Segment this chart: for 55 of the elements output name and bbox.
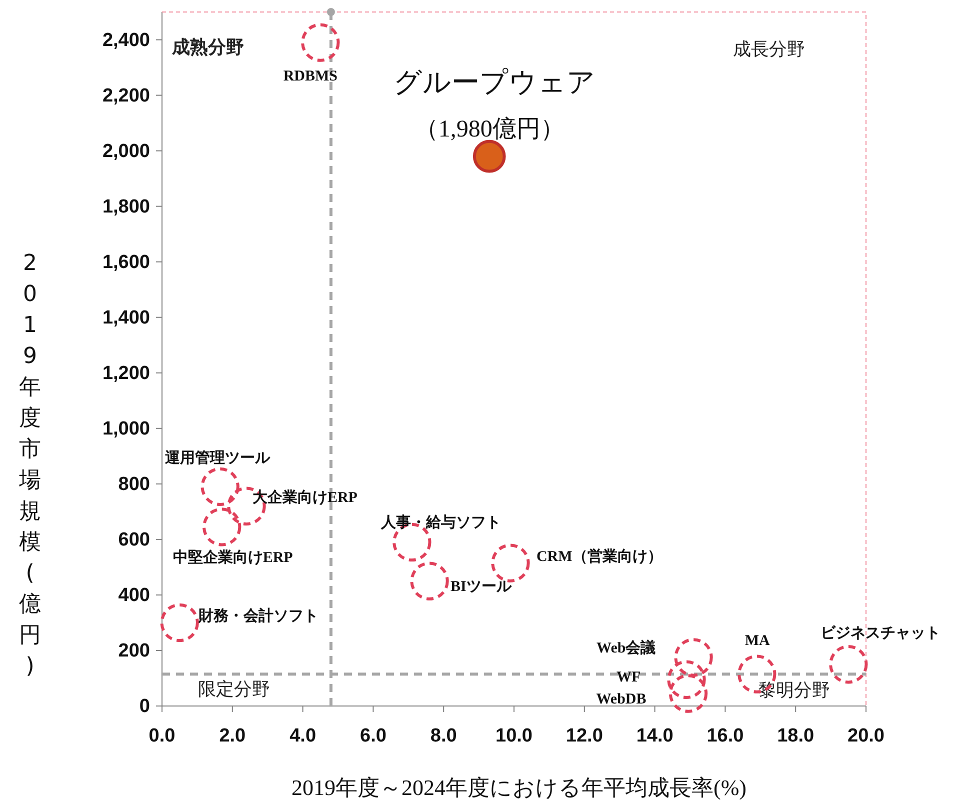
x-tick-label: 8.0 <box>430 726 457 747</box>
series-label: MA <box>744 633 770 650</box>
series-label: WF <box>616 670 641 686</box>
y-tick-label: 0 <box>139 696 150 718</box>
point <box>410 562 449 600</box>
x-tick-label: 12.0 <box>566 726 603 747</box>
y-tick-label: 1,400 <box>102 307 150 328</box>
y-tick-label: 2,000 <box>102 140 150 162</box>
series-label: 財務・会計ソフト <box>198 608 319 625</box>
series-label: BIツール <box>450 579 512 596</box>
y-tick-label: 600 <box>118 530 150 551</box>
x-tick-label: 2.0 <box>219 726 246 747</box>
y-tick-label: 1,200 <box>102 362 150 384</box>
y-tick-label: 2,200 <box>102 85 150 106</box>
y-tick-label: 2,400 <box>102 30 150 51</box>
annotation: 限定分野 <box>198 679 270 699</box>
x-tick-label: 18.0 <box>777 726 814 747</box>
series-label: 大企業向けERP <box>252 489 358 506</box>
series-label: 人事・給与ソフト <box>380 514 501 532</box>
text: グループウェア <box>393 67 596 98</box>
x-tick-label: 14.0 <box>636 726 674 747</box>
series-label: 運用管理ツール <box>164 450 272 467</box>
point <box>301 23 340 62</box>
y-tick-label: 800 <box>118 474 150 495</box>
y-tick-label: 400 <box>118 585 150 606</box>
point <box>202 508 242 546</box>
annotation: 成長分野 <box>733 39 805 59</box>
x-axis-title: 2019年度～2024年度における年平均成長率(%) <box>292 775 746 800</box>
point <box>472 140 506 173</box>
x-tick-label: 10.0 <box>496 726 532 747</box>
x-tick-label: 4.0 <box>290 726 316 747</box>
y-tick-label: 200 <box>118 640 150 662</box>
y-tick-label: 1,800 <box>102 196 150 218</box>
point <box>668 674 708 713</box>
point <box>829 645 868 684</box>
series-label: WebDB <box>596 692 646 708</box>
series-label: Web会議 <box>596 638 656 656</box>
x-tick-label: 6.0 <box>360 726 386 747</box>
y-tick-label: 1,600 <box>102 252 150 273</box>
point <box>674 638 713 677</box>
y-tick-label: 1,000 <box>102 418 150 440</box>
x-tick-label: 16.0 <box>706 726 744 747</box>
annotation: 成熟分野 <box>171 37 244 57</box>
point <box>160 603 199 642</box>
point <box>667 660 706 699</box>
x-tick-label: 0.0 <box>148 726 176 747</box>
series-label: ビジネスチャット <box>820 624 940 642</box>
text: 2019年度市場規模(億円) <box>19 251 41 679</box>
point <box>491 544 530 582</box>
series-label: RDBMS <box>283 68 338 85</box>
x-tick-label: 20.0 <box>848 726 884 747</box>
series-label: 中堅企業向けERP <box>172 548 293 566</box>
series-label: CRM（営業向け） <box>536 548 662 566</box>
data-label: （1,980億円） <box>414 115 564 142</box>
point <box>200 467 240 506</box>
